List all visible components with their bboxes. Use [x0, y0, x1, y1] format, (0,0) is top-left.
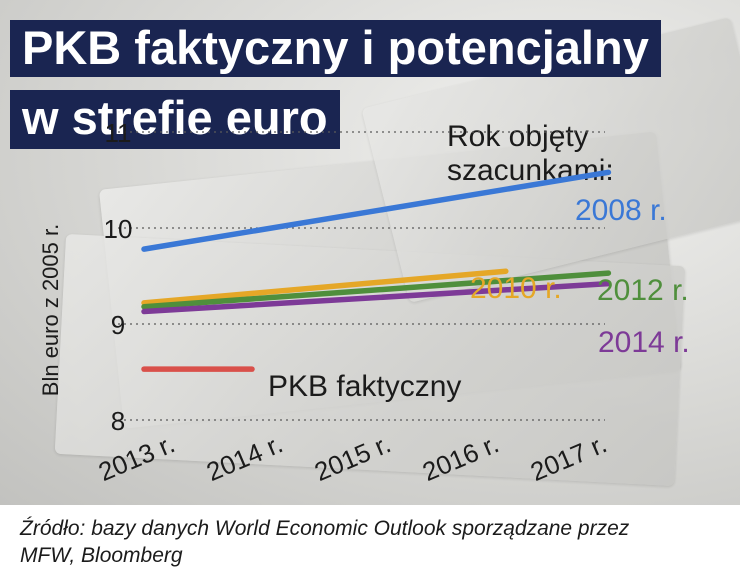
line-chart: 8 9 10 11 2013 r. 2014 r. 2015 r. 2016 r. 2017 …	[38, 118, 690, 487]
series-label-4: PKB faktyczny	[268, 370, 461, 403]
series-lines	[141, 169, 612, 372]
y-tick-label: 9	[111, 310, 125, 340]
y-tick-label: 10	[104, 214, 133, 244]
x-tick-label: 2015 r.	[310, 428, 395, 487]
y-axis-ticks: 8 9 10 11	[104, 118, 133, 436]
legend-title-line-2: szacunkami:	[447, 154, 614, 187]
source-line-1: Źródło: bazy danych World Economic Outlo…	[20, 517, 630, 540]
series-label-2: 2012 r.	[597, 274, 689, 307]
series-labels: 2008 r. 2010 r. 2012 r. 2014 r. PKB faktyczn…	[268, 194, 690, 403]
y-tick-label: 11	[105, 118, 132, 148]
series-label-0: 2008 r.	[575, 194, 667, 227]
series-line-3	[141, 280, 612, 315]
x-tick-label: 2017 r.	[526, 428, 611, 487]
x-tick-label: 2013 r.	[94, 428, 179, 487]
x-tick-label: 2016 r.	[418, 428, 503, 487]
y-tick-label: 8	[111, 406, 125, 436]
source-note: Źródło: bazy danych World Economic Outlo…	[20, 515, 629, 569]
banknote-background	[0, 0, 740, 505]
chart-title-line-2: w strefie euro	[10, 90, 340, 149]
source-line-2: MFW, Bloomberg	[20, 544, 183, 567]
series-label-1: 2010 r.	[470, 272, 562, 305]
x-tick-label: 2014 r.	[202, 428, 287, 487]
x-axis-ticks: 2013 r. 2014 r. 2015 r. 2016 r. 2017 r.	[94, 428, 611, 487]
y-axis-label: Bln euro z 2005 r.	[38, 224, 63, 396]
series-line-0	[141, 169, 612, 252]
series-line-1	[141, 268, 509, 306]
series-label-3: 2014 r.	[598, 326, 690, 359]
legend-title: Rok objęty szacunkami:	[447, 120, 614, 188]
series-line-2	[141, 270, 612, 310]
chart-title-line-1: PKB faktyczny i potencjalny	[10, 20, 661, 77]
legend-title-line-1: Rok objęty	[447, 120, 589, 153]
